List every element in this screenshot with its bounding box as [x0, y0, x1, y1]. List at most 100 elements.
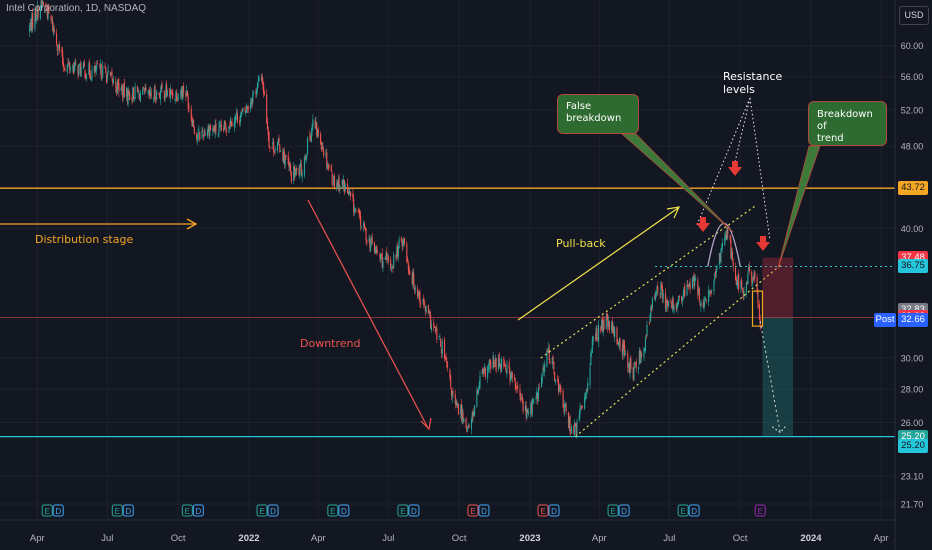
- candle-body: [644, 349, 646, 351]
- candle-body: [574, 423, 576, 427]
- candle-body: [678, 296, 680, 304]
- candle-body: [145, 87, 147, 91]
- candle-body: [557, 378, 559, 381]
- candle-body: [541, 376, 543, 380]
- candle-body: [551, 357, 553, 365]
- false-breakdown-line-1: False: [566, 101, 592, 112]
- horizontal-levels: [0, 187, 895, 438]
- candle-body: [590, 352, 592, 365]
- candle-body: [150, 92, 152, 97]
- candle-body: [665, 302, 667, 312]
- candle-body: [263, 83, 265, 94]
- candle-body: [288, 162, 290, 168]
- candle-body: [538, 386, 540, 388]
- candle-body: [425, 306, 427, 313]
- candle-body: [614, 328, 616, 338]
- currency-button[interactable]: USD: [899, 6, 929, 25]
- candle-body: [330, 165, 332, 172]
- candle-body: [481, 369, 483, 375]
- candle-body: [126, 90, 128, 102]
- candle-body: [422, 298, 424, 302]
- channel-lower-line: [575, 262, 783, 438]
- candle-body: [346, 183, 349, 194]
- candle-body: [42, 2, 44, 5]
- candle-body: [435, 328, 437, 331]
- y-tick-label: 28.00: [901, 385, 924, 395]
- candle-body: [161, 84, 163, 89]
- candle-body: [152, 98, 155, 100]
- candle-body: [667, 301, 669, 307]
- candle-body: [354, 207, 356, 209]
- candle-body: [397, 245, 399, 257]
- candle-body: [317, 128, 319, 136]
- candle-body: [589, 367, 591, 385]
- candle-body: [708, 290, 710, 303]
- candle-body: [230, 121, 232, 126]
- candle-body: [325, 152, 327, 157]
- candle-body: [196, 134, 198, 139]
- y-tick-label: 48.00: [901, 142, 924, 152]
- candle-body: [72, 65, 75, 75]
- candle-body: [333, 175, 336, 188]
- candle-body: [547, 347, 550, 352]
- candle-body: [118, 83, 120, 92]
- candle-body: [688, 283, 690, 287]
- candle-body: [102, 65, 104, 77]
- candle-body: [737, 275, 739, 286]
- candle-body: [524, 405, 526, 412]
- candle-body: [179, 93, 182, 95]
- candle-body: [310, 131, 312, 142]
- candle-body: [498, 354, 500, 367]
- candle-body: [748, 266, 750, 271]
- candle-body: [465, 418, 467, 428]
- svg-text:E: E: [470, 507, 475, 516]
- candle-body: [727, 226, 729, 234]
- candle-body: [41, 0, 43, 5]
- candle-body: [466, 428, 468, 432]
- candle-body: [649, 315, 651, 322]
- candle-body: [747, 273, 749, 285]
- candle-body: [671, 300, 673, 309]
- candle-body: [309, 135, 311, 138]
- symbol-title[interactable]: Intel Corporation, 1D, NASDAQ: [6, 3, 147, 14]
- candle-body: [573, 425, 575, 434]
- candle-body: [654, 293, 657, 300]
- candle-body: [201, 130, 203, 138]
- candle-body: [711, 289, 713, 292]
- candle-body: [51, 19, 53, 21]
- candle-body: [244, 107, 246, 112]
- candle-body: [55, 32, 58, 45]
- candle-body: [423, 302, 426, 305]
- candle-body: [191, 116, 193, 126]
- candle-body: [77, 65, 79, 75]
- candle-body: [139, 92, 141, 100]
- candle-body: [75, 63, 77, 65]
- candle-body: [602, 321, 604, 334]
- candle-body: [643, 348, 645, 358]
- candle-body: [489, 359, 491, 362]
- candle-body: [343, 180, 346, 192]
- y-tick-label: 23.10: [901, 471, 924, 481]
- earnings-icon: E: [754, 504, 766, 517]
- candle-body: [284, 158, 286, 166]
- candle-body: [137, 90, 139, 94]
- candle-body: [657, 286, 659, 292]
- candle-body: [462, 412, 464, 420]
- candle-body: [716, 266, 718, 268]
- candle-body: [29, 25, 31, 32]
- candle-body: [600, 326, 602, 332]
- candle-body: [629, 359, 631, 374]
- candle-body: [662, 293, 664, 301]
- candle-body: [441, 340, 443, 354]
- candle-body: [304, 157, 306, 160]
- x-tick-label: Jul: [382, 533, 394, 544]
- svg-text:E: E: [115, 507, 120, 516]
- candle-body: [397, 246, 399, 257]
- candle-body: [290, 164, 292, 172]
- candle-body: [94, 66, 96, 72]
- y-tick-label: 40.00: [901, 224, 924, 234]
- candle-body: [509, 371, 511, 381]
- candle-body: [182, 87, 184, 100]
